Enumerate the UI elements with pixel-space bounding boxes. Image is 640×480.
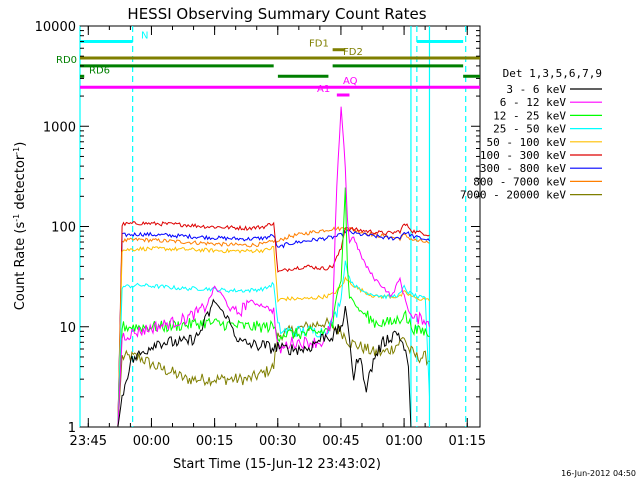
series-line-0 xyxy=(117,298,412,428)
x-axis-label: Start Time (15-Jun-12 23:43:02) xyxy=(173,457,381,472)
series-line-7 xyxy=(117,226,430,428)
y-axis-label-end: ) xyxy=(13,142,28,147)
y-tick-label: 10000 xyxy=(35,20,76,35)
flag-label-n: N xyxy=(141,31,148,42)
legend-label: 300 - 800 keV xyxy=(480,162,566,175)
series-line-5 xyxy=(117,221,430,428)
legend-label: 12 - 25 keV xyxy=(493,109,566,122)
chart-title: HESSI Observing Summary Count Rates xyxy=(127,5,426,23)
x-tick-label: 23:45 xyxy=(70,434,107,449)
legend-label: 6 - 12 keV xyxy=(500,96,567,109)
series-line-3 xyxy=(117,260,430,428)
orbit-marker-lines xyxy=(79,26,467,427)
flag-label-rd0: RD0 xyxy=(56,55,77,66)
y-axis-label-tail: detector xyxy=(13,154,28,214)
y-axis-label-sup: -1 xyxy=(12,214,21,222)
flag-label-fd2: FD2 xyxy=(343,47,363,58)
series-line-6 xyxy=(117,229,430,428)
x-tick-label: 00:45 xyxy=(322,434,359,449)
y-axis-label-sup2: -1 xyxy=(12,147,21,155)
series-lines xyxy=(117,106,430,428)
legend-label: 800 - 7000 keV xyxy=(473,175,566,188)
flag-label-rd6: RD6 xyxy=(89,65,110,76)
y-axis-label: Count Rate (s-1 detector-1) xyxy=(12,142,28,311)
x-tick-label: 01:15 xyxy=(449,434,486,449)
flag-label-a1: A1 xyxy=(317,84,330,95)
series-line-1 xyxy=(117,106,430,428)
legend-label: 50 - 100 keV xyxy=(487,136,567,149)
legend-title: Det 1,3,5,6,7,9 xyxy=(503,67,602,80)
date-stamp: 16-Jun-2012 04:50 xyxy=(561,469,636,478)
series-line-8 xyxy=(117,316,430,428)
flag-bars: N FD1 FD2 RD0 RD6 AQ A1 xyxy=(56,31,480,97)
legend-label: 100 - 300 keV xyxy=(480,149,566,162)
x-axis-ticks: 23:45 00:00 00:15 00:30 00:45 01:00 01:15 xyxy=(70,26,486,449)
legend-label: 3 - 6 keV xyxy=(506,83,566,96)
flag-label-aq: AQ xyxy=(343,76,358,87)
x-tick-label: 01:00 xyxy=(385,434,422,449)
y-tick-label: 1 xyxy=(68,421,76,436)
y-tick-label: 100 xyxy=(51,221,76,236)
legend-label: 7000 - 20000 keV xyxy=(460,189,566,202)
y-tick-label: 1000 xyxy=(43,120,76,135)
y-axis-label-main: Count Rate (s xyxy=(13,222,28,311)
y-axis-ticks: 1 10 100 1000 10000 xyxy=(35,20,480,436)
x-tick-label: 00:15 xyxy=(196,434,233,449)
y-tick-label: 10 xyxy=(59,321,76,336)
legend-label: 25 - 50 keV xyxy=(493,123,566,136)
x-tick-label: 00:00 xyxy=(133,434,170,449)
x-tick-label: 00:30 xyxy=(259,434,296,449)
flag-label-fd1: FD1 xyxy=(309,39,329,50)
